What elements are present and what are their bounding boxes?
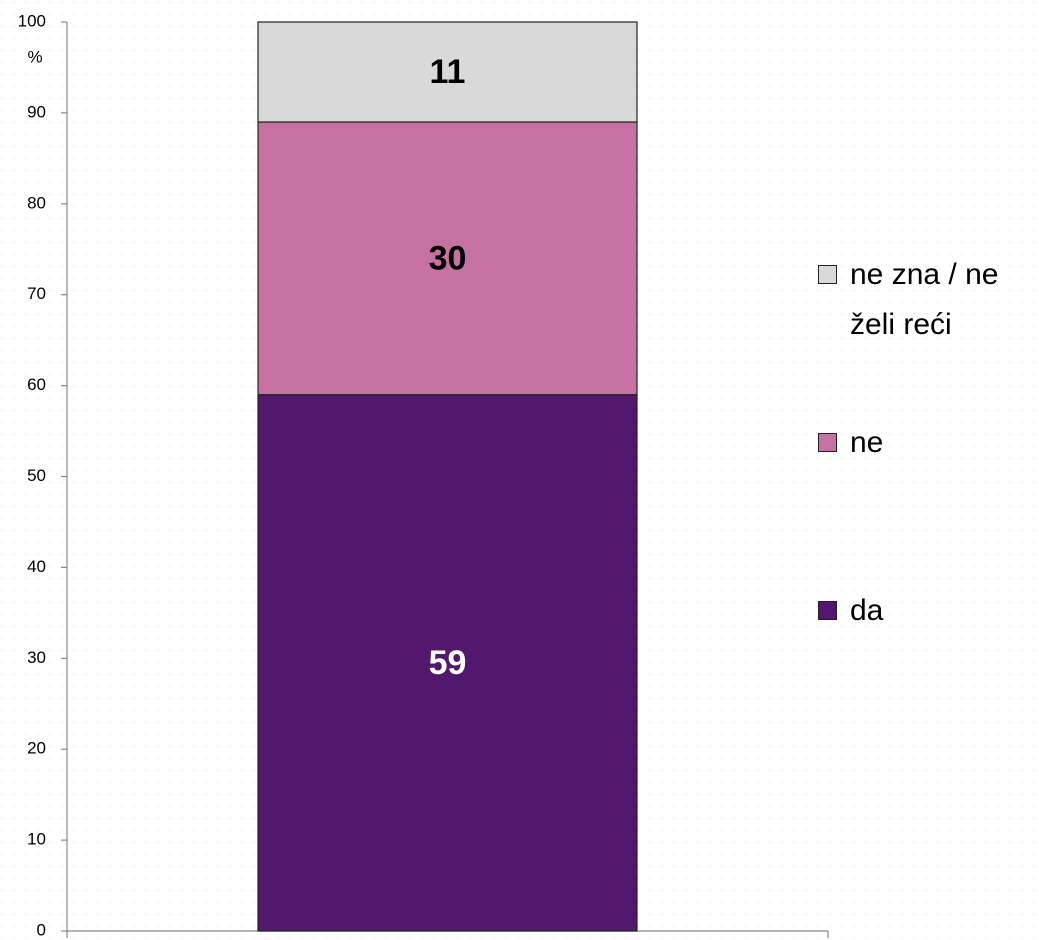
legend-label: ne <box>850 426 884 459</box>
bar-segment <box>257 121 638 396</box>
legend-item: ne <box>818 418 883 468</box>
legend-swatch <box>818 265 837 284</box>
bar-segment <box>257 394 638 932</box>
data-label: 59 <box>429 644 467 682</box>
y-tick-label: 20 <box>27 739 46 758</box>
legend-item: da <box>818 586 883 636</box>
y-tick-label: 30 <box>27 648 46 667</box>
legend-item: ne zna / ne želi reći <box>818 250 1035 350</box>
bar-segment <box>257 21 638 123</box>
y-tick-label: 70 <box>27 284 46 303</box>
y-tick-label: 60 <box>27 375 46 394</box>
y-tick-label: 0 <box>37 920 46 939</box>
legend-swatch <box>818 601 837 620</box>
y-tick-label: 50 <box>27 466 46 485</box>
y-tick-label: 90 <box>27 102 46 121</box>
y-tick-label: 80 <box>27 193 46 212</box>
legend-label: da <box>850 594 884 627</box>
data-label: 30 <box>429 239 467 277</box>
y-tick-label: 10 <box>27 830 46 849</box>
y-tick-label: 40 <box>27 557 46 576</box>
legend-label: ne zna / ne želi reći <box>850 258 999 341</box>
y-tick-label: 100 <box>18 11 46 30</box>
data-label: 11 <box>430 53 466 91</box>
legend-swatch <box>818 433 837 452</box>
y-axis-label: % <box>27 47 42 66</box>
